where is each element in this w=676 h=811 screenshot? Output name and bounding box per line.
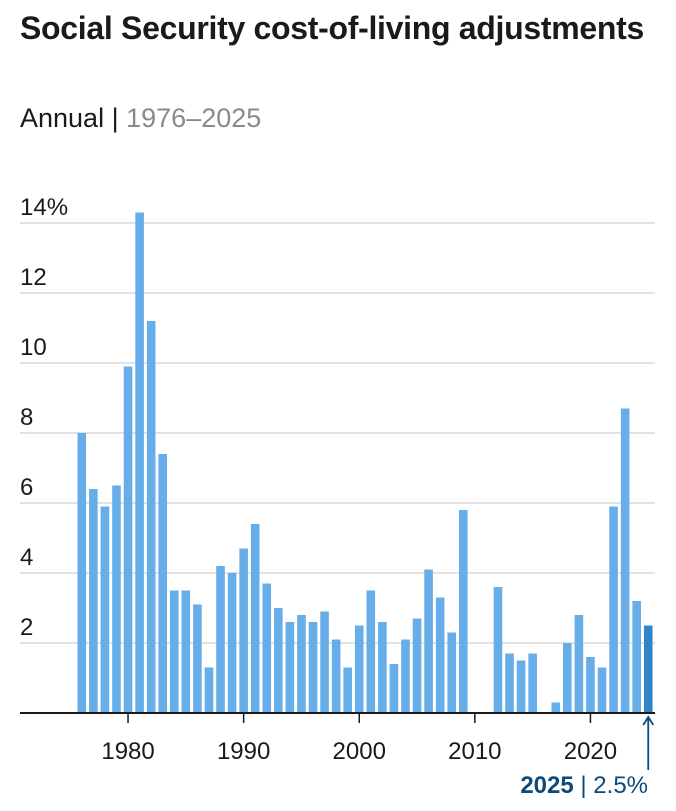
bar-2005 — [412, 618, 422, 713]
bar-1991 — [250, 524, 260, 713]
bar-1990 — [239, 548, 248, 713]
bar-1976 — [77, 433, 87, 713]
latest-value-callout: 2025 | 2.5% — [520, 770, 648, 802]
bar-2014 — [516, 660, 526, 713]
bar-2008 — [447, 632, 457, 713]
bar-2001 — [366, 590, 376, 713]
subtitle-separator: | — [111, 103, 119, 133]
y-axis-labels: 2 4 6 8 10 12 14% — [20, 194, 68, 641]
y-tick-label-8: 8 — [20, 404, 33, 431]
bar-1995 — [297, 615, 306, 713]
callout-arrow-head — [642, 715, 655, 726]
y-tick-label-2: 2 — [20, 614, 33, 641]
y-tick-label-10: 10 — [20, 334, 47, 361]
chart-title: Social Security cost-of-living adjustmen… — [20, 10, 644, 46]
y-tick-label-6: 6 — [20, 474, 33, 501]
callout-arrow — [642, 715, 655, 770]
bar-2003 — [389, 664, 399, 713]
bar-2015 — [528, 653, 537, 713]
subtitle-range: 1976–2025 — [126, 103, 262, 133]
bar-1979 — [112, 485, 121, 713]
bar-1998 — [331, 639, 341, 713]
bar-2012 — [493, 587, 503, 713]
bar-1986 — [193, 604, 202, 713]
bar-2022 — [609, 506, 618, 713]
bar-2002 — [378, 622, 387, 713]
y-tick-label-4: 4 — [20, 544, 33, 571]
callout-separator: | — [580, 772, 587, 799]
x-tick-label-2010: 2010 — [448, 738, 501, 765]
x-axis: 1980 1990 2000 2010 2020 — [20, 712, 655, 765]
y-tick-label-14: 14% — [20, 194, 68, 221]
bar-1981 — [135, 212, 144, 713]
callout-value: 2.5% — [593, 772, 648, 799]
bar-2025 — [643, 625, 653, 713]
x-tick-label-2020: 2020 — [564, 738, 617, 765]
bar-2007 — [435, 597, 445, 713]
bar-2000 — [354, 625, 364, 713]
bar-2004 — [401, 639, 410, 713]
bar-1989 — [227, 573, 237, 713]
bar-2020 — [586, 657, 595, 713]
bar-1983 — [158, 454, 168, 713]
bar-1980 — [123, 366, 133, 713]
bar-1988 — [216, 566, 225, 713]
x-tick-label-2000: 2000 — [333, 738, 386, 765]
bar-2006 — [424, 569, 433, 713]
bar-1997 — [320, 611, 329, 713]
bar-2019 — [574, 615, 584, 713]
bar-1999 — [343, 667, 352, 713]
bar-1996 — [308, 622, 318, 713]
bar-1978 — [100, 506, 110, 713]
bar-2009 — [458, 510, 468, 713]
x-tick-label-1980: 1980 — [101, 738, 154, 765]
bar-1985 — [181, 590, 191, 713]
subtitle-frequency: Annual — [20, 103, 105, 133]
callout-year: 2025 — [520, 772, 574, 799]
chart-subtitle: Annual | 1976–2025 — [20, 100, 261, 136]
bar-2024 — [632, 601, 641, 713]
bar-2018 — [563, 643, 572, 713]
bar-1992 — [262, 583, 272, 713]
bar-1984 — [169, 590, 179, 713]
x-tick-label-1990: 1990 — [217, 738, 270, 765]
bar-1982 — [146, 321, 156, 713]
bar-2021 — [597, 667, 607, 713]
y-tick-label-12: 12 — [20, 264, 47, 291]
bars — [77, 212, 653, 713]
bar-1994 — [285, 622, 295, 713]
bar-1993 — [274, 608, 283, 713]
bar-2017 — [551, 702, 561, 713]
bar-1987 — [204, 667, 214, 713]
bar-2013 — [505, 653, 514, 713]
bar-chart: 2 4 6 8 10 12 14% 1980 1990 2000 2010 2020 — [20, 194, 655, 770]
bar-2023 — [620, 408, 630, 713]
bar-1977 — [89, 489, 98, 713]
